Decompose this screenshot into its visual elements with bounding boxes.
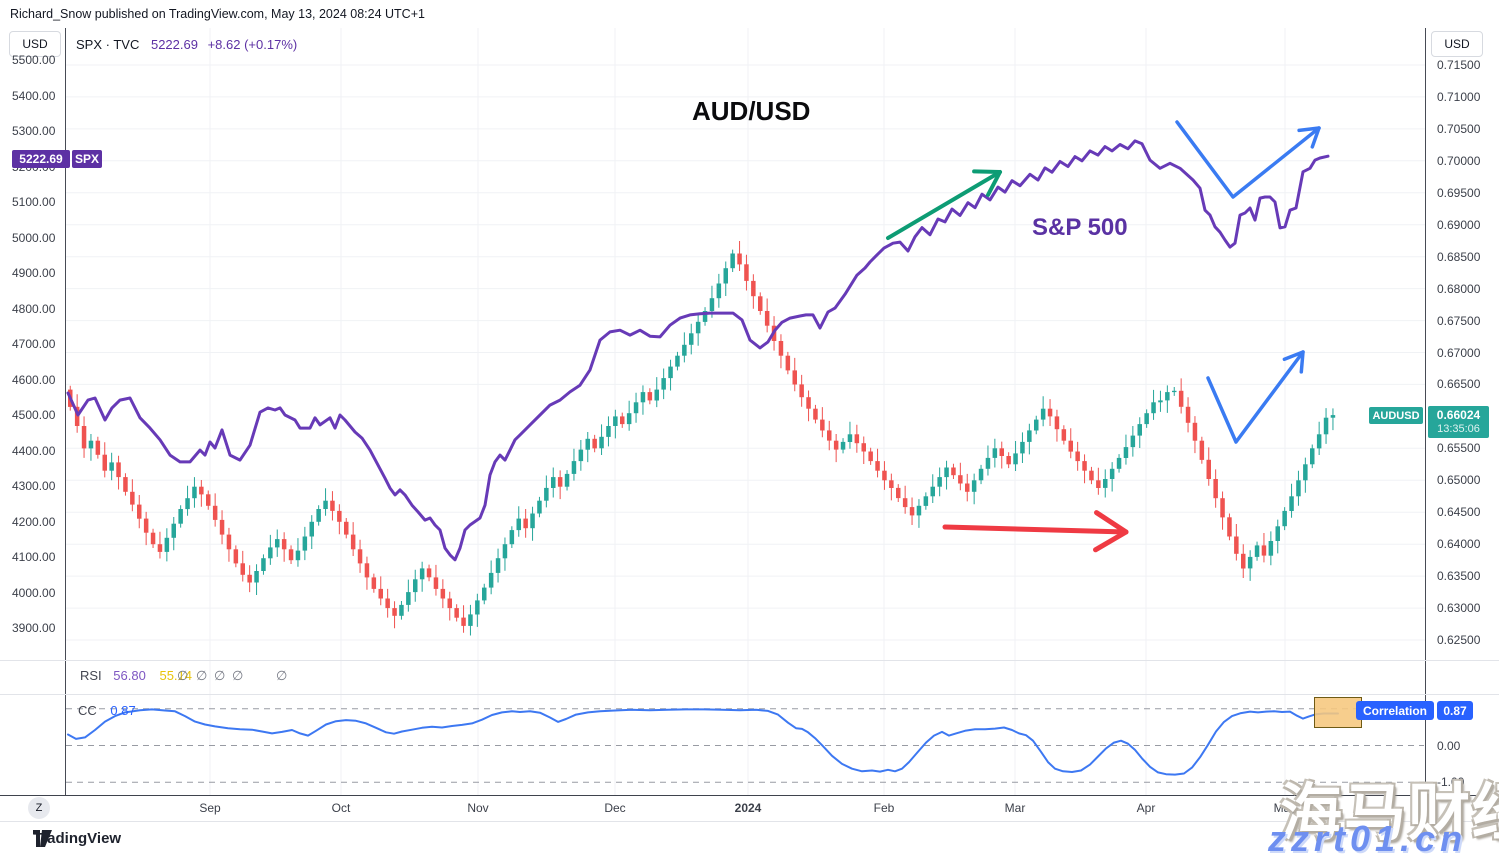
rsi-empty-value-icon: ∅ — [232, 668, 244, 683]
pane-separator-cc[interactable] — [0, 694, 1499, 695]
cc-value: 0.87 — [110, 703, 136, 718]
audusd-v-recovery-arrow[interactable] — [1206, 350, 1305, 444]
cc-legend: CC 0.87 — [78, 703, 136, 718]
right-axis-tick-label: 0.65500 — [1437, 441, 1481, 456]
tradingview-logo[interactable]: TradingView — [33, 830, 121, 847]
left-axis-tick-label: 4800.00 — [12, 301, 56, 316]
tradingview-logo-icon — [33, 830, 52, 847]
published-attribution: Richard_Snow published on TradingView.co… — [10, 7, 425, 21]
left-axis-border — [65, 28, 66, 795]
right-axis-tick-label: 0.62500 — [1437, 633, 1481, 647]
timezone-button[interactable]: Z — [28, 797, 50, 819]
spx-tag-badge: SPX — [72, 150, 102, 168]
left-axis-tick-label: 5000.00 — [12, 230, 56, 245]
left-axis-tick-label: 4900.00 — [12, 266, 56, 280]
right-axis-tick-label: 0.71000 — [1437, 89, 1481, 104]
left-axis-tick-label: 4000.00 — [12, 585, 56, 600]
spx-line-series — [66, 139, 1330, 562]
left-axis-tick-label: 4100.00 — [12, 550, 56, 564]
left-axis-tick-label: 3900.00 — [12, 621, 56, 635]
cc-line-series — [67, 708, 1339, 776]
time-axis-label-oct: Oct — [331, 801, 351, 815]
right-axis-tick-label: 0.65000 — [1437, 473, 1481, 488]
time-axis-label-feb: Feb — [873, 801, 895, 815]
tradingview-logo-text: TradingView — [33, 830, 122, 847]
left-axis-tick-label: 5100.00 — [12, 195, 56, 209]
left-axis-tick-label: 5500.00 — [12, 53, 56, 67]
watermark-site-text: zzrt01.cn — [1268, 818, 1468, 859]
symbol-change: +8.62 (+0.17%) — [207, 37, 298, 52]
rsi-value-1: 56.80 — [113, 668, 146, 683]
right-axis-tick-label: 0.69000 — [1437, 217, 1481, 232]
rsi-empty-value-icon: ∅ — [196, 668, 208, 683]
correlation-flag-label: Correlation — [1356, 701, 1434, 720]
right-axis-tick-label: 0.68000 — [1437, 281, 1481, 296]
time-axis-label-mar: Mar — [1004, 801, 1026, 815]
time-axis-label-nov: Nov — [467, 801, 489, 815]
right-axis-tick-label: 0.64000 — [1437, 537, 1481, 552]
left-axis-tick-label: 4700.00 — [12, 337, 56, 351]
time-axis-label-dec: Dec — [604, 801, 626, 815]
left-axis-tick-label: 5300.00 — [12, 124, 56, 138]
symbol-title: SPX · TVC — [76, 37, 140, 52]
right-axis-tick-label: 0.70500 — [1437, 121, 1481, 136]
time-axis-label-sep: Sep — [199, 801, 221, 815]
audusd-sideways-arrow[interactable] — [942, 510, 1129, 553]
audusd-candles-up — [88, 253, 1336, 626]
pair-title-annotation[interactable]: AUD/USD — [692, 96, 811, 126]
audusd-tag-badge: AUDUSD — [1369, 407, 1423, 424]
rsi-empty-value-icon: ∅ — [214, 668, 226, 683]
cc-label: CC — [78, 703, 97, 718]
cc-axis-tick-label: 0.00 — [1437, 738, 1461, 753]
watermark-chinese-text: 海马财经 — [1280, 779, 1499, 848]
rsi-legend: RSI 56.80 55.14 — [80, 668, 192, 683]
left-axis-tick-label: 5400.00 — [12, 88, 56, 103]
correlation-highlight-box[interactable] — [1314, 697, 1362, 728]
left-axis-tick-label: 4600.00 — [12, 372, 56, 387]
right-axis-tick-label: 0.67500 — [1437, 313, 1481, 328]
right-axis-tick-label: 0.67000 — [1437, 345, 1481, 360]
left-axis-tick-label: 4500.00 — [12, 408, 56, 422]
pane-separator-rsi[interactable] — [0, 660, 1499, 661]
audusd-countdown: 13:35:06 — [1437, 423, 1480, 435]
symbol-last-price: 5222.69 — [150, 37, 198, 52]
correlation-flag-value: 0.87 — [1437, 701, 1473, 720]
time-axis-border — [0, 795, 1499, 796]
spx-price-badge: 5222.69 — [12, 150, 70, 168]
left-axis-currency-button[interactable]: USD — [9, 31, 61, 57]
spx-trend-up-arrow[interactable] — [886, 169, 1002, 240]
audusd-candles-down — [68, 253, 1267, 626]
right-axis-tick-label: 0.63000 — [1437, 601, 1481, 616]
right-axis-tick-label: 0.64500 — [1437, 505, 1481, 520]
rsi-label: RSI — [80, 668, 102, 683]
rsi-empty-value-icon: ∅ — [276, 668, 288, 683]
audusd-last-price: 0.66024 — [1436, 408, 1481, 422]
time-axis-label-2024: 2024 — [734, 801, 762, 815]
audusd-candles-wicks-down — [69, 241, 1265, 633]
right-axis-tick-label: 0.66500 — [1437, 377, 1481, 392]
right-axis-tick-label: 0.70000 — [1437, 153, 1481, 168]
symbol-legend: SPX · TVC 5222.69 +8.62 (+0.17%) — [76, 37, 297, 52]
right-axis-border — [1425, 28, 1426, 795]
rsi-empty-value-icon: ∅ — [177, 668, 189, 683]
right-axis-tick-label: 0.63500 — [1437, 569, 1481, 584]
right-axis-tick-label: 0.68500 — [1437, 249, 1481, 264]
left-axis-tick-label: 4400.00 — [12, 443, 56, 458]
cc-axis-tick-label: -1.00 — [1437, 775, 1465, 790]
left-axis-tick-label: 4200.00 — [12, 514, 56, 529]
audusd-price-badge: 0.66024 13:35:06 — [1428, 406, 1489, 438]
right-axis-tick-label: 0.69500 — [1437, 185, 1481, 200]
right-axis-currency-button[interactable]: USD — [1431, 31, 1483, 57]
spx-v-recovery-arrow[interactable] — [1175, 120, 1321, 199]
time-axis-label-may: May — [1273, 801, 1297, 815]
spx-label-annotation[interactable]: S&P 500 — [1032, 214, 1128, 241]
right-axis-tick-label: 0.71500 — [1437, 58, 1481, 72]
bottom-border — [0, 821, 1499, 822]
left-axis-tick-label: 4300.00 — [12, 479, 56, 493]
time-axis-label-apr: Apr — [1136, 801, 1156, 815]
rsi-value-2: 55.14 — [159, 668, 193, 683]
